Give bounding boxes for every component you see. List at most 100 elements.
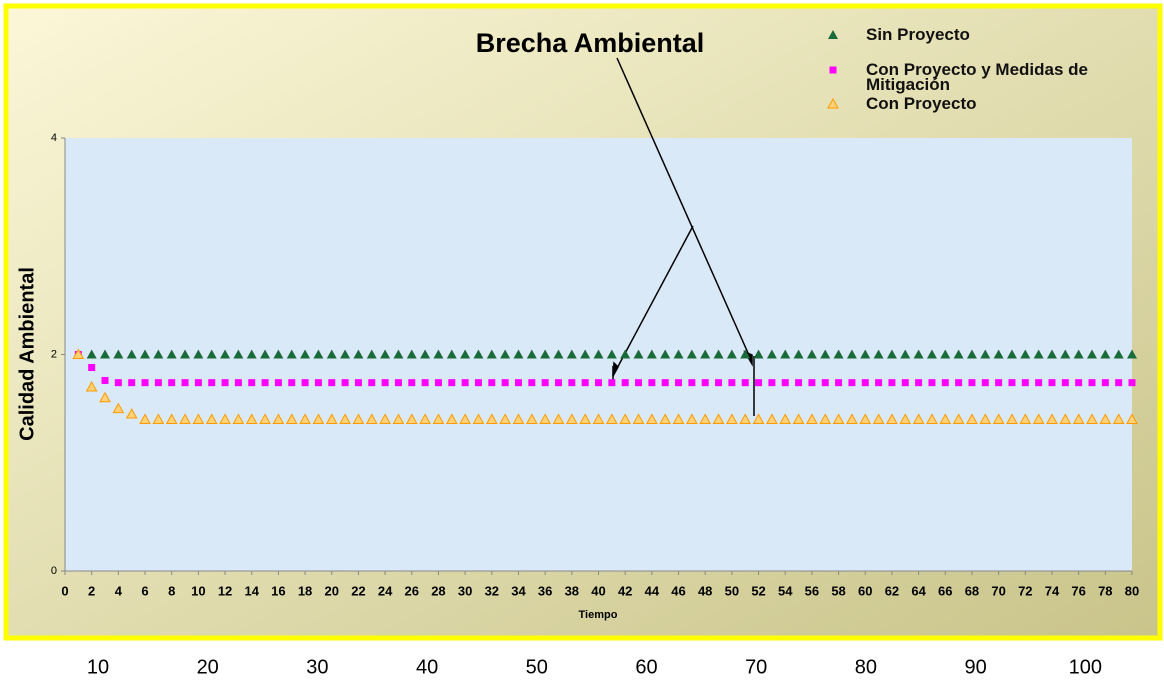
point [619, 413, 632, 424]
point [1075, 379, 1083, 387]
point [579, 413, 592, 424]
point [1126, 413, 1138, 424]
point [980, 349, 991, 359]
point [232, 413, 245, 424]
x-tick-label: 34 [511, 583, 526, 598]
point [408, 379, 416, 387]
point [926, 413, 938, 424]
point [526, 349, 537, 359]
x-tick-label: 58 [831, 583, 845, 598]
point [1046, 413, 1058, 424]
point [846, 413, 858, 424]
point [1086, 413, 1098, 424]
point [168, 379, 176, 387]
point [208, 379, 216, 387]
point [286, 349, 297, 359]
point [461, 379, 469, 387]
x-tick-label: 46 [671, 583, 685, 598]
point [832, 413, 845, 424]
point [539, 413, 551, 424]
point [1101, 379, 1109, 387]
point [528, 379, 536, 387]
point [859, 413, 872, 424]
point [1033, 349, 1044, 359]
point [1006, 413, 1018, 424]
point [635, 379, 643, 387]
point [808, 379, 816, 387]
point [632, 413, 645, 424]
x-tick-label: 54 [778, 583, 793, 598]
point [1019, 413, 1032, 424]
point [128, 379, 136, 387]
point [620, 349, 631, 359]
point [181, 379, 189, 387]
point [741, 379, 749, 387]
point [180, 349, 191, 359]
point [394, 379, 402, 387]
point [234, 379, 242, 387]
point [288, 379, 296, 387]
point [421, 379, 429, 387]
point [1127, 349, 1137, 359]
point [755, 379, 763, 387]
point [301, 379, 309, 387]
point [540, 349, 551, 359]
point [955, 379, 963, 387]
point [593, 349, 604, 359]
point [1113, 349, 1124, 359]
point [673, 349, 684, 359]
point [113, 349, 124, 359]
x-tick-label: 38 [565, 583, 579, 598]
point [220, 349, 231, 359]
point [325, 413, 338, 424]
point [648, 379, 656, 387]
point [793, 349, 804, 359]
bottom-label: 80 [855, 656, 877, 678]
point [1099, 413, 1112, 424]
x-tick-label: 72 [1018, 583, 1032, 598]
point [939, 413, 952, 424]
point [485, 413, 498, 424]
point [112, 402, 125, 414]
x-tick-label: 52 [751, 583, 765, 598]
x-tick-label: 32 [485, 583, 499, 598]
point [621, 379, 629, 387]
point [819, 413, 832, 424]
point [659, 413, 672, 424]
x-tick-label: 56 [805, 583, 819, 598]
point [205, 413, 218, 424]
point [525, 413, 538, 424]
point [554, 379, 562, 387]
point [328, 379, 336, 387]
point [780, 349, 791, 359]
x-tick-label: 30 [458, 583, 472, 598]
point [821, 379, 829, 387]
bottom-label: 100 [1069, 656, 1102, 678]
x-tick-label: 2 [88, 583, 95, 598]
point [700, 349, 711, 359]
point [260, 349, 271, 359]
point [699, 413, 712, 424]
point [1072, 413, 1085, 424]
x-tick-label: 42 [618, 583, 632, 598]
x-axis-label: Tiempo [579, 609, 618, 621]
point [365, 413, 378, 424]
annotation: Brecha Ambiental [476, 28, 705, 58]
point [581, 379, 589, 387]
point [474, 379, 482, 387]
point [354, 379, 362, 387]
point [595, 379, 602, 387]
point [541, 379, 549, 387]
point [979, 413, 992, 424]
point [139, 413, 151, 424]
point [1128, 379, 1136, 387]
point [379, 413, 391, 424]
point [565, 413, 578, 424]
point [646, 349, 657, 359]
point [781, 379, 789, 387]
point [1088, 379, 1096, 387]
legend-marker [828, 30, 838, 39]
y-tick-label: 0 [51, 565, 57, 577]
point [806, 349, 817, 359]
point [768, 379, 776, 387]
